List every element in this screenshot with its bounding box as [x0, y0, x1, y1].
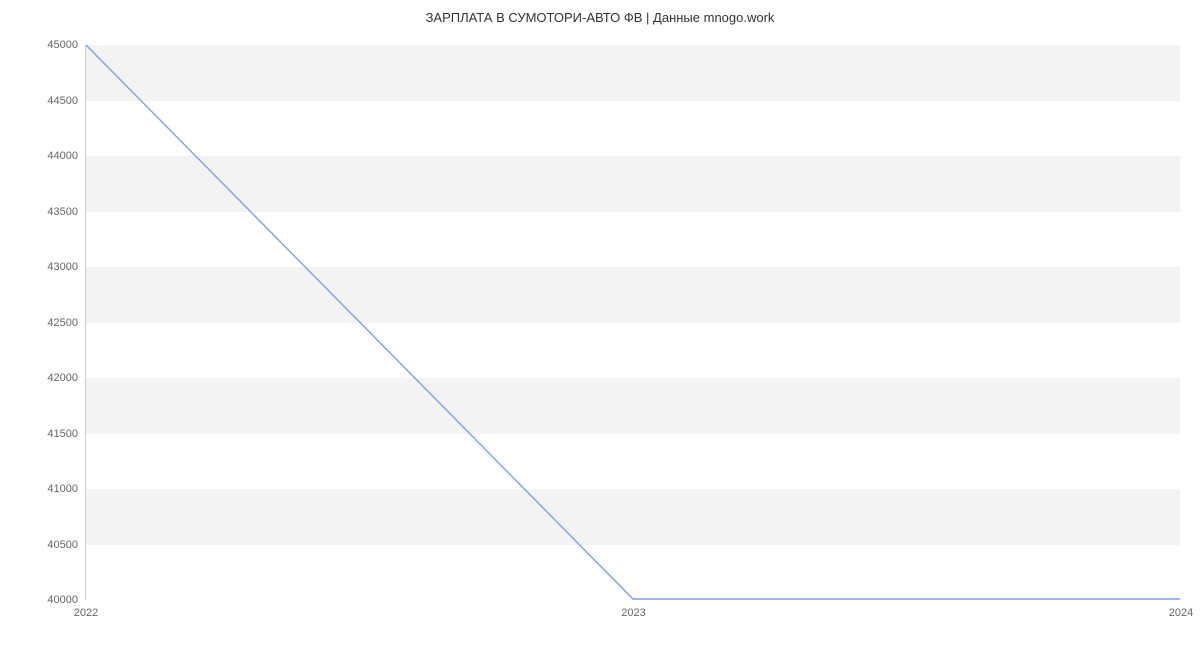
x-tick-label: 2022 — [74, 607, 98, 619]
y-tick-label: 41500 — [47, 428, 78, 440]
y-tick-label: 44500 — [47, 95, 78, 107]
y-tick-label: 44000 — [47, 150, 78, 162]
y-tick-label: 40500 — [47, 539, 78, 551]
y-tick-label: 43000 — [47, 261, 78, 273]
y-tick-label: 40000 — [47, 594, 78, 606]
y-tick-label: 42000 — [47, 372, 78, 384]
line-series — [86, 45, 1180, 599]
y-tick-label: 43500 — [47, 206, 78, 218]
y-tick-label: 41000 — [47, 483, 78, 495]
plot-area: 4000040500410004150042000425004300043500… — [85, 45, 1180, 600]
chart-container: 40000 40500 41000 41500 42000 42500 43000 43500… — [0, 0, 1200, 650]
x-tick-label: 2024 — [1169, 607, 1193, 619]
y-tick-label: 45000 — [47, 39, 78, 51]
x-tick-label: 2023 — [621, 607, 645, 619]
y-tick-label: 42500 — [47, 317, 78, 329]
